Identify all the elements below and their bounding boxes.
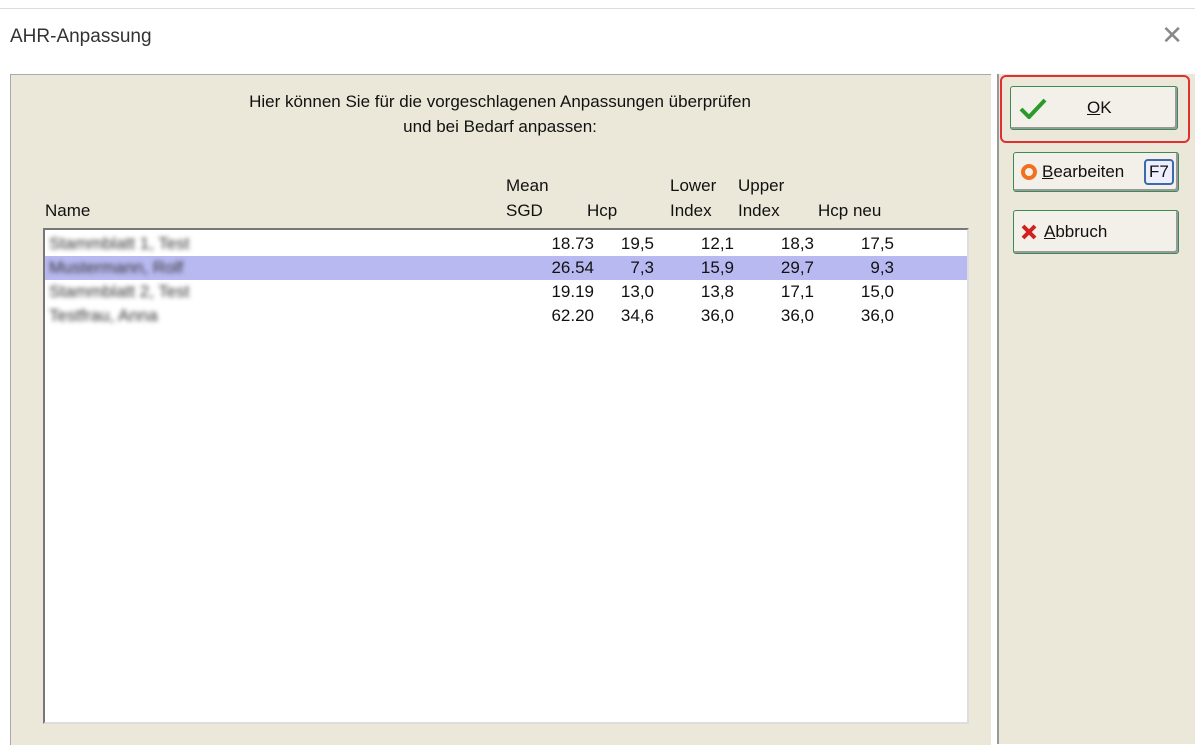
column-header: SGD [506,201,543,220]
column-header: Lower [670,176,717,195]
list-row[interactable]: Stammblatt 2, Test 19.19 13,0 13,8 17,1 15,0 [45,280,967,304]
value-cell: 36,0 [700,306,734,325]
column-header: Mean [506,176,549,195]
name-cell: Mustermann, Rolf [49,258,184,277]
close-button[interactable]: ✕ [1161,20,1183,50]
value-cell: 26.54 [551,258,594,277]
divider [0,8,1195,9]
check-icon [1019,98,1047,119]
cancel-button[interactable]: Abbruch [1013,210,1179,254]
name-cell: Testfrau, Anna [49,306,158,325]
value-cell: 17,1 [780,282,814,301]
instruction: und bei Bedarf anpassen: [403,117,597,136]
button-label: Bearbeiten [1042,162,1125,181]
value-cell: 9,3 [870,258,894,277]
column-header: Hcp [587,201,618,220]
value-cell: 7,3 [630,258,654,277]
value-cell: 12,1 [700,234,734,253]
value-cell: 34,6 [620,306,654,325]
value-cell: 18,3 [780,234,814,253]
button-label: OK [1087,98,1112,117]
value-cell: 15,0 [860,282,894,301]
edit-icon [1021,164,1037,180]
value-cell: 36,0 [860,306,894,325]
list: Stammblatt 1, Test 18.73 19,5 12,1 18,3 17,5 M… [43,228,969,724]
button-label: Abbruch [1044,222,1108,241]
value-cell: 19,5 [620,234,654,253]
edit-button[interactable]: Bearbeiten F7 [1013,152,1179,192]
column-header: Hcp neu [818,201,882,220]
column-header: Index [738,201,780,220]
value-cell: 62.20 [551,306,594,325]
value-cell: 13,8 [700,282,734,301]
shortcut: F7 [1144,159,1174,185]
list-row[interactable]: Mustermann, Rolf 26.54 7,3 15,9 29,7 9,3 [45,256,967,280]
list-row[interactable]: Testfrau, Anna 62.20 34,6 36,0 36,0 36,0 [45,304,967,328]
value-cell: 36,0 [780,306,814,325]
value-cell: 19.19 [551,282,594,301]
value-cell: 15,9 [700,258,734,277]
value-cell: 29,7 [780,258,814,277]
list-row[interactable]: Stammblatt 1, Test 18.73 19,5 12,1 18,3 17,5 [45,232,967,256]
value-cell: 13,0 [620,282,654,301]
instruction: Hier können Sie für die vorgeschlagenen … [249,92,751,111]
name-cell: Stammblatt 1, Test [49,234,190,253]
dialog-title: AHR-Anpassung [10,26,152,47]
value-cell: 17,5 [860,234,894,253]
value-cell: 18.73 [551,234,594,253]
name-cell: Stammblatt 2, Test [49,282,190,301]
column-header: Name [45,201,91,220]
cancel-icon [1021,224,1037,240]
ok-button[interactable]: OK [1010,86,1178,130]
column-header: Index [670,201,712,220]
column-header: Upper [738,176,785,195]
highlight-frame [1000,75,1190,143]
